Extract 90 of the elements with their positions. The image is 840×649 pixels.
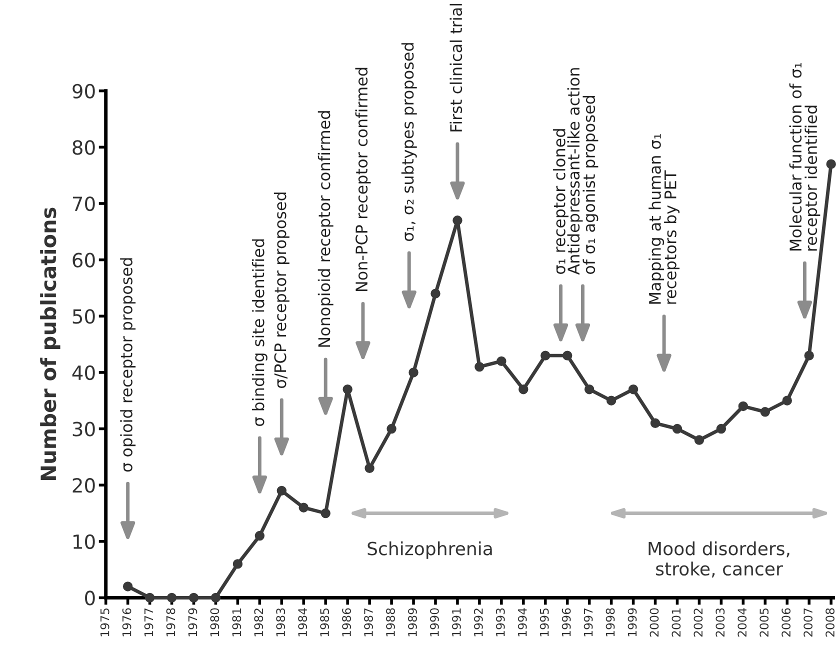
x-tick-label: 1987 — [364, 608, 373, 636]
y-tick-label: 40 — [72, 365, 95, 380]
x-tick-label: 1998 — [606, 608, 615, 636]
point — [694, 435, 704, 445]
annotation: Non-PCP receptor confirmed — [355, 68, 371, 292]
annotation: Nonopioid receptor confirmed — [318, 111, 334, 347]
point — [716, 424, 726, 434]
point — [760, 407, 770, 417]
x-tick-label: 1983 — [276, 608, 286, 636]
point — [210, 592, 221, 603]
point — [122, 582, 133, 592]
y-tick-label: 60 — [72, 252, 95, 268]
point — [386, 424, 396, 434]
point — [276, 486, 287, 496]
x-tick-label: 2004 — [738, 608, 747, 637]
x-tick-label: 1977 — [144, 608, 154, 636]
x-tick-label: 2007 — [804, 608, 813, 637]
point — [540, 350, 550, 360]
x-tick-label: 2003 — [716, 608, 725, 637]
x-tick-label: 1988 — [386, 608, 395, 636]
x-tick-label: 1997 — [584, 608, 593, 636]
point — [188, 592, 199, 603]
annotation: σ/PCP receptor proposed — [274, 192, 290, 388]
point — [826, 159, 836, 169]
x-tick-label: 1995 — [540, 608, 549, 636]
x-tick-label: 1978 — [166, 608, 176, 636]
x-tick-label: 1980 — [210, 608, 220, 636]
point — [364, 463, 374, 474]
point — [232, 559, 243, 569]
x-tick-label: 1993 — [496, 608, 505, 636]
point — [628, 384, 638, 394]
point — [562, 350, 572, 360]
x-tick-label: 1990 — [430, 608, 439, 636]
annotation: First clinical trial — [450, 4, 462, 132]
point — [782, 396, 792, 406]
x-tick-label: 2002 — [694, 608, 703, 637]
y-tick-label: 30 — [72, 422, 95, 436]
y-tick-label: 80 — [72, 140, 95, 155]
point — [166, 592, 177, 603]
x-tick-label: 1981 — [232, 608, 242, 636]
x-tick-label: 1976 — [122, 608, 132, 636]
point — [408, 368, 418, 378]
x-tick-label: 1989 — [408, 608, 417, 636]
x-tick-label: 2001 — [672, 608, 681, 637]
point — [430, 288, 440, 298]
x-tick-label: 1985 — [320, 608, 330, 636]
x-tick-label: 2000 — [650, 608, 659, 637]
x-tick-label: 1999 — [628, 608, 637, 636]
point — [672, 424, 682, 434]
y-tick-label: 50 — [72, 309, 95, 324]
point — [342, 384, 352, 394]
point — [738, 401, 748, 412]
y-tick-label: 20 — [72, 478, 95, 493]
point — [606, 396, 616, 406]
annotation: Schizophrenia — [368, 541, 492, 559]
point — [650, 418, 660, 428]
x-tick-label: 2008 — [826, 608, 835, 637]
x-tick-label: 1992 — [474, 608, 483, 636]
point — [496, 356, 506, 366]
x-tick-label: 1984 — [298, 608, 308, 636]
y-tick-label: 0 — [85, 590, 95, 606]
point — [144, 592, 155, 603]
annotation: σ₁, σ₂ subtypes proposed — [401, 43, 417, 242]
annotation: σ opioid receptor proposed — [120, 258, 136, 472]
x-tick-label: 1994 — [518, 608, 527, 636]
annotation: Molecular function of σ₁ receptor identified — [789, 63, 820, 251]
x-tick-label: 1991 — [452, 608, 461, 636]
y-tick-label: 10 — [74, 534, 95, 550]
x-tick-label: 2006 — [782, 608, 791, 637]
x-tick-label: 1975 — [100, 608, 110, 636]
x-tick-label: 2005 — [760, 608, 769, 637]
point — [298, 502, 308, 512]
x-tick-label: 1982 — [254, 608, 264, 636]
annotation: Mood disorders, stroke, cancer — [648, 541, 790, 578]
point — [584, 384, 594, 394]
point — [254, 530, 265, 541]
point — [320, 508, 330, 518]
annotation: σ binding site identified — [252, 239, 268, 426]
y-tick-label: 70 — [72, 196, 95, 212]
y-axis-title: Number of publications — [40, 208, 60, 480]
x-tick-label: 1979 — [188, 608, 198, 636]
annotation: Mapping at human σ₁ receptors by PET — [648, 134, 680, 304]
annotation: σ₁ receptor cloned — [553, 129, 568, 274]
point — [518, 384, 528, 394]
y-tick-label: 90 — [72, 84, 95, 99]
x-tick-label: 1996 — [562, 608, 571, 636]
x-tick-label: 1986 — [342, 608, 352, 636]
point — [452, 216, 462, 226]
point — [474, 362, 484, 372]
point — [804, 350, 814, 360]
